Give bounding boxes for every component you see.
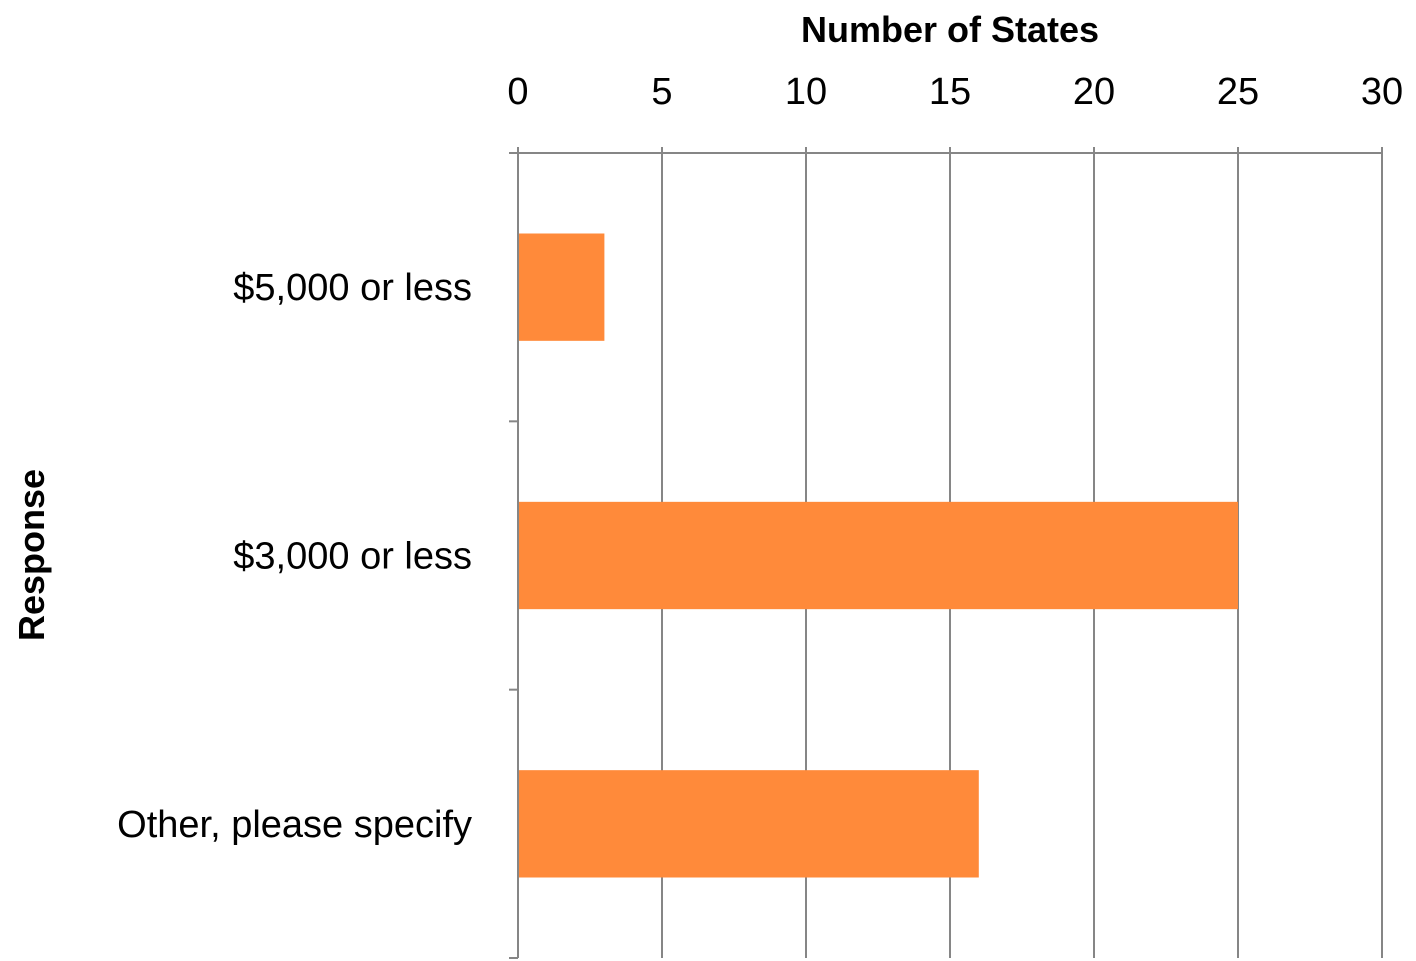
category-label: $5,000 or less (233, 267, 472, 309)
category-label: Other, please specify (117, 804, 472, 846)
bars (519, 233, 1238, 878)
bar (519, 501, 1238, 610)
x-axis-title: Number of States (801, 9, 1099, 50)
bar (519, 770, 979, 878)
axes (509, 147, 1383, 959)
y-axis-title: Response (11, 469, 52, 641)
x-tick-label: 30 (1361, 71, 1403, 113)
category-labels: $5,000 or less $3,000 or less Other, pleas… (117, 267, 472, 846)
x-tick-labels: 0 5 10 15 20 25 30 (507, 71, 1403, 113)
x-tick-label: 10 (785, 71, 827, 113)
x-tick-label: 5 (651, 71, 672, 113)
bar (519, 233, 605, 341)
x-tick-label: 15 (929, 71, 971, 113)
x-tick-label: 20 (1073, 71, 1115, 113)
x-tick-label: 25 (1217, 71, 1259, 113)
category-label: $3,000 or less (233, 536, 472, 578)
x-tick-label: 0 (507, 71, 528, 113)
